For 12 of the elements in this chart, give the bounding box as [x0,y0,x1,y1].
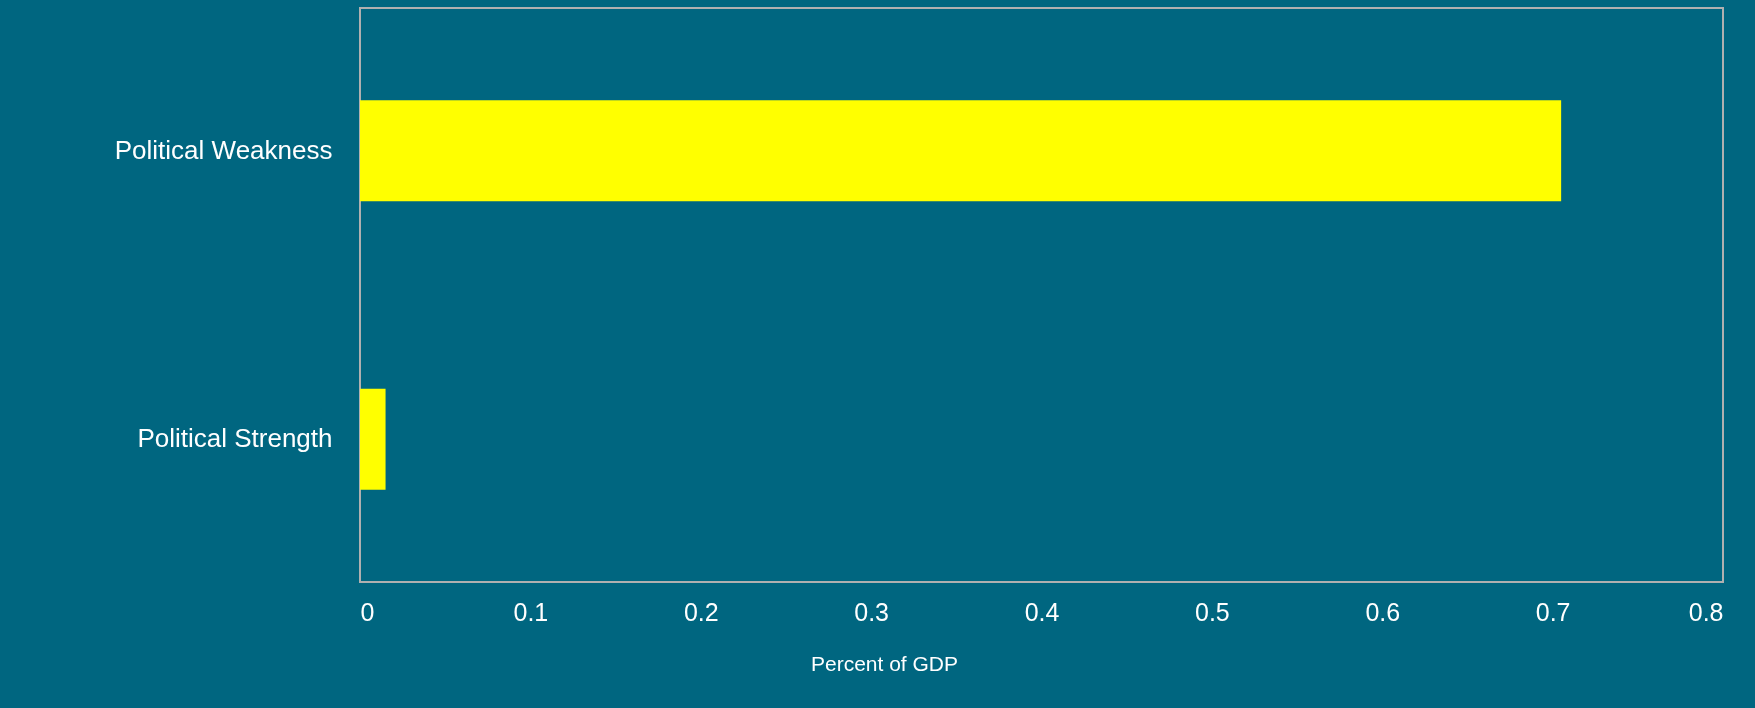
x-tick-label: 0.2 [683,597,719,626]
x-tick-label: 0.5 [1194,597,1230,626]
y-tick-label: Political Strength [137,423,333,454]
x-axis-title: Percent of GDP [810,651,959,675]
x-tick-label: 0.6 [1365,597,1401,626]
x-tick-label: 0.7 [1535,597,1571,626]
x-tick-label: 0.4 [1024,597,1060,626]
x-tick-label: 0.3 [854,597,890,626]
x-tick-label: 0.8 [1688,597,1724,626]
x-tick-label: 0.1 [513,597,549,626]
y-tick-label: Political Weakness [114,134,333,165]
x-tick-label: 0 [360,597,375,626]
